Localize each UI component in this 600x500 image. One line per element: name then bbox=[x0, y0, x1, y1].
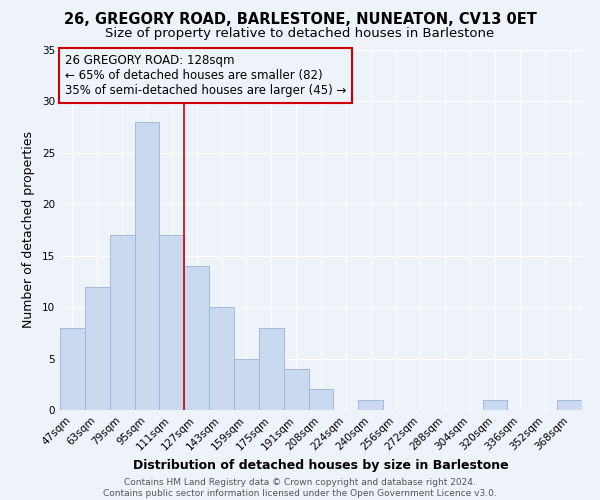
Bar bbox=[134, 122, 160, 410]
Bar bbox=[110, 235, 134, 410]
Bar bbox=[259, 328, 284, 410]
Text: Size of property relative to detached houses in Barlestone: Size of property relative to detached ho… bbox=[106, 28, 494, 40]
Bar bbox=[482, 400, 508, 410]
Bar bbox=[284, 369, 308, 410]
Bar bbox=[85, 286, 110, 410]
Bar bbox=[308, 390, 334, 410]
Bar bbox=[234, 358, 259, 410]
Bar bbox=[557, 400, 582, 410]
Bar bbox=[160, 235, 184, 410]
X-axis label: Distribution of detached houses by size in Barlestone: Distribution of detached houses by size … bbox=[133, 458, 509, 471]
Text: Contains HM Land Registry data © Crown copyright and database right 2024.
Contai: Contains HM Land Registry data © Crown c… bbox=[103, 478, 497, 498]
Text: 26 GREGORY ROAD: 128sqm
← 65% of detached houses are smaller (82)
35% of semi-de: 26 GREGORY ROAD: 128sqm ← 65% of detache… bbox=[65, 54, 347, 96]
Y-axis label: Number of detached properties: Number of detached properties bbox=[22, 132, 35, 328]
Text: 26, GREGORY ROAD, BARLESTONE, NUNEATON, CV13 0ET: 26, GREGORY ROAD, BARLESTONE, NUNEATON, … bbox=[64, 12, 536, 28]
Bar bbox=[358, 400, 383, 410]
Bar bbox=[209, 307, 234, 410]
Bar bbox=[60, 328, 85, 410]
Bar bbox=[184, 266, 209, 410]
